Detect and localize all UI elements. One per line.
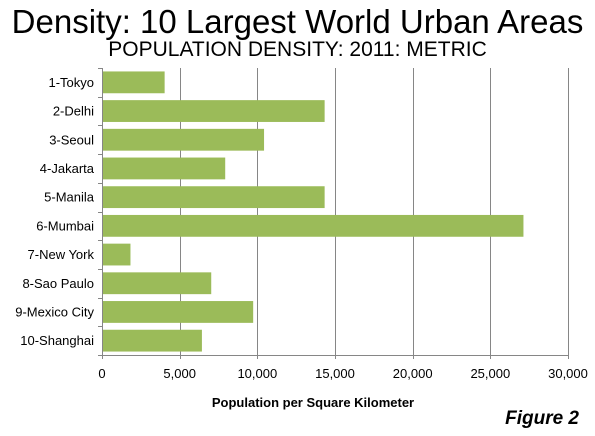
category-label: 7-New York	[28, 247, 95, 262]
category-label: 8-Sao Paulo	[22, 276, 94, 291]
bar	[102, 128, 265, 151]
bars	[102, 71, 524, 352]
x-tick-label: 5,000	[163, 366, 196, 381]
chart-title: Density: 10 Largest World Urban Areas	[11, 3, 584, 40]
category-label: 9-Mexico City	[15, 304, 94, 319]
bar	[102, 272, 212, 295]
category-label: 2-Delhi	[53, 104, 94, 119]
bar	[102, 71, 165, 94]
bar	[102, 214, 524, 237]
x-tick-label: 15,000	[315, 366, 355, 381]
figure-caption: Figure 2	[505, 408, 579, 429]
x-tick-label: 0	[98, 366, 105, 381]
bar	[102, 329, 202, 352]
axes	[98, 68, 569, 359]
bar	[102, 243, 131, 266]
bar	[102, 186, 325, 209]
category-label: 4-Jakarta	[40, 161, 95, 176]
x-axis-title: Population per Square Kilometer	[212, 395, 414, 410]
chart-subtitle: POPULATION DENSITY: 2011: METRIC	[108, 38, 487, 61]
x-tick-label: 20,000	[393, 366, 433, 381]
category-label: 1-Tokyo	[48, 75, 94, 90]
bar	[102, 301, 254, 323]
x-tick-label: 10,000	[237, 366, 277, 381]
bar	[102, 100, 325, 122]
x-tick-label: 30,000	[548, 366, 588, 381]
category-label: 10-Shanghai	[20, 333, 94, 348]
category-label: 6-Mumbai	[36, 218, 94, 233]
category-label: 3-Seoul	[49, 132, 94, 147]
bar	[102, 157, 226, 180]
x-tick-label: 25,000	[470, 366, 510, 381]
axis-labels: 0 5,000 10,000 15,000 20,000 25,000 30,000 1-To…	[15, 75, 588, 410]
category-label: 5-Manila	[44, 190, 95, 205]
